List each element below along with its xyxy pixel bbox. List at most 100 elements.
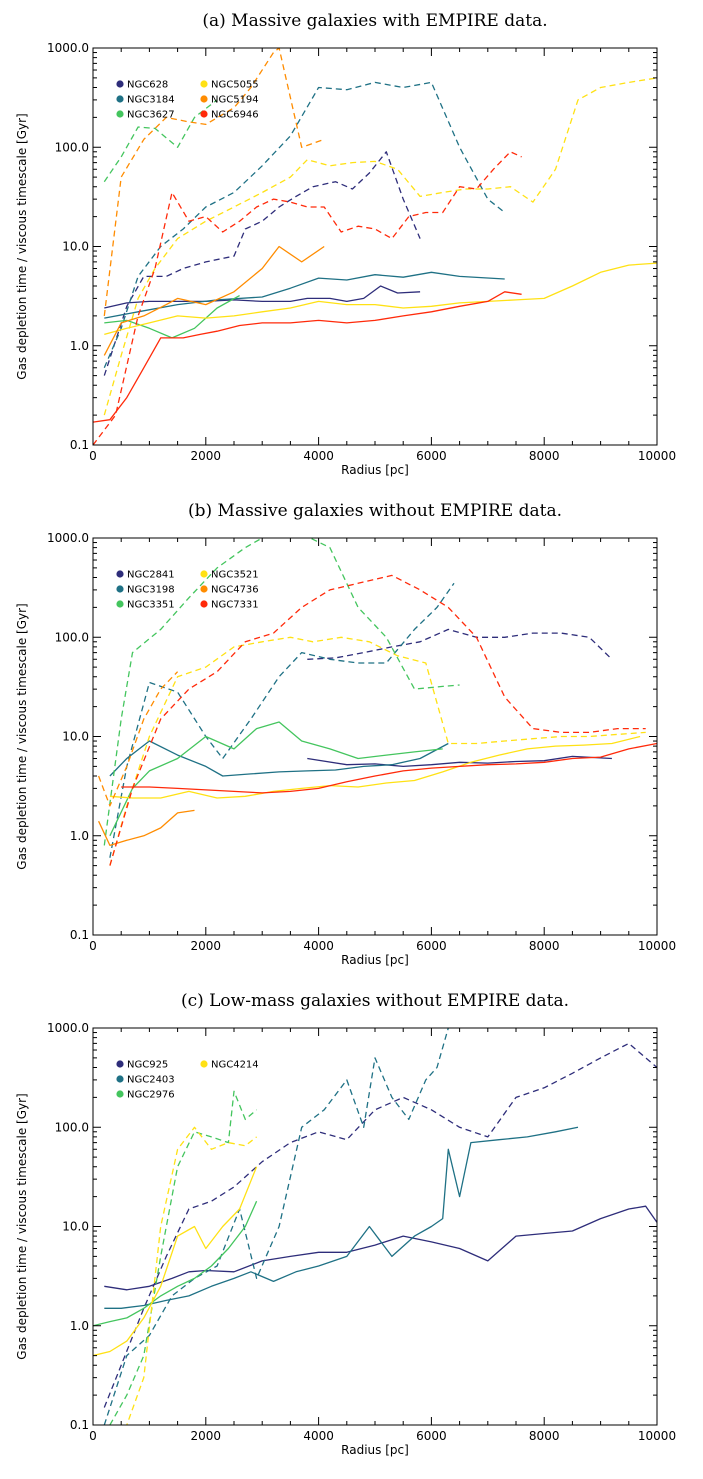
legend-entry: NGC2841 [127, 570, 175, 581]
legend-marker [116, 95, 124, 103]
y-tick-label: 0.1 [70, 1418, 89, 1432]
series-line-NGC925-dashed [103, 1042, 657, 1408]
panel-1: (b) Massive galaxies without EMPIRE data… [15, 501, 676, 967]
legend-marker [200, 110, 208, 118]
plot-frame [92, 1027, 658, 1426]
series-line-NGC4736-solid [98, 809, 195, 847]
series-line-NGC5194-dashed [103, 48, 325, 316]
x-tick-label: 6000 [416, 1429, 447, 1443]
legend-entry: NGC6946 [211, 110, 259, 121]
series-line-NGC5194-solid [103, 245, 325, 356]
x-tick-label: 10000 [638, 1429, 676, 1443]
x-tick-label: 6000 [416, 449, 447, 463]
series-line-NGC3198-solid [109, 740, 449, 777]
legend-marker [200, 570, 208, 578]
y-tick-label: 10.0 [62, 240, 89, 254]
series-line-NGC3184-solid [104, 271, 505, 319]
series-line-NGC2403-dashed [103, 1028, 451, 1425]
y-axis-label: Gas depletion time / viscous timescale [… [15, 113, 29, 379]
legend-marker [116, 570, 124, 578]
x-tick-label: 4000 [303, 449, 334, 463]
x-tick-label: 2000 [191, 1429, 222, 1443]
series-group [93, 48, 657, 445]
x-tick-label: 8000 [529, 939, 560, 953]
series-line-NGC3184-dashed [103, 81, 506, 369]
panel-caption: (a) Massive galaxies with EMPIRE data. [202, 11, 547, 31]
series-line-NGC2841-solid [307, 755, 612, 768]
panel-0: (a) Massive galaxies with EMPIRE data. 0 2… [15, 11, 676, 477]
series-line-NGC3351-dashed [103, 538, 460, 846]
series-line-NGC2841-dashed [307, 628, 613, 660]
y-tick-label: 1000.0 [47, 1021, 89, 1035]
legend-marker [200, 585, 208, 593]
series-line-NGC925-solid [104, 1205, 657, 1291]
series-line-NGC5055-solid [104, 262, 657, 336]
series-line-NGC5055-dashed [103, 77, 657, 416]
series-line-NGC2976-dashed [109, 1090, 258, 1425]
legend-marker [116, 1060, 124, 1068]
y-axis-label: Gas depletion time / viscous timescale [… [15, 1093, 29, 1359]
legend-marker [200, 95, 208, 103]
x-tick-label: 2000 [191, 449, 222, 463]
series-line-NGC4214-solid [93, 1166, 258, 1357]
x-tick-label: 4000 [303, 1429, 334, 1443]
legend-marker [116, 1090, 124, 1098]
y-axis-label: Gas depletion time / viscous timescale [… [15, 603, 29, 869]
y-tick-label: 1000.0 [47, 41, 89, 55]
legend-entry: NGC628 [127, 80, 168, 91]
legend-entry: NGC4736 [211, 585, 259, 596]
legend-marker [200, 1060, 208, 1068]
x-tick-label: 2000 [191, 939, 222, 953]
series-line-NGC6946-solid [93, 291, 522, 423]
legend-entry: NGC3351 [127, 600, 175, 611]
legend: NGC2841 NGC3198 NGC3351 NGC3521 NGC4736 NGC73… [116, 570, 259, 611]
y-tick-label: 1000.0 [47, 531, 89, 545]
legend-entry: NGC2403 [127, 1075, 175, 1086]
y-tick-label: 10.0 [62, 730, 89, 744]
series-line-NGC2403-solid [104, 1126, 579, 1309]
legend-entry: NGC3198 [127, 585, 175, 596]
legend-entry: NGC3521 [211, 570, 259, 581]
series-line-NGC3627-dashed [103, 99, 218, 183]
y-tick-label: 1.0 [70, 1319, 89, 1333]
x-axis-label: Radius [pc] [341, 1443, 409, 1457]
y-tick-label: 1.0 [70, 339, 89, 353]
series-group [97, 538, 657, 866]
x-axis-label: Radius [pc] [341, 953, 409, 967]
x-tick-label: 10000 [638, 939, 676, 953]
panel-2: (c) Low-mass galaxies without EMPIRE dat… [15, 991, 676, 1457]
x-tick-label: 6000 [416, 939, 447, 953]
series-line-NGC2976-solid [93, 1200, 258, 1327]
legend-entry: NGC5194 [211, 95, 259, 106]
x-tick-label: 10000 [638, 449, 676, 463]
legend-entry: NGC3627 [127, 110, 175, 121]
legend-entry: NGC7331 [211, 600, 259, 611]
series-line-NGC7331-dashed [109, 574, 646, 866]
legend-marker [116, 600, 124, 608]
y-tick-label: 100.0 [55, 140, 89, 154]
legend-marker [200, 600, 208, 608]
legend-marker [200, 80, 208, 88]
legend-entry: NGC4214 [211, 1060, 259, 1071]
legend: NGC628 NGC3184 NGC3627 NGC5055 NGC5194 NGC694… [116, 80, 259, 121]
panel-caption: (b) Massive galaxies without EMPIRE data… [188, 501, 562, 521]
legend-marker [116, 80, 124, 88]
series-line-NGC7331-solid [121, 742, 657, 794]
series-line-NGC3351-solid [109, 721, 443, 837]
plot-frame [92, 47, 658, 446]
y-tick-label: 0.1 [70, 928, 89, 942]
series-line-NGC628-solid [104, 285, 421, 309]
series-group [93, 1028, 657, 1425]
y-tick-label: 100.0 [55, 1120, 89, 1134]
x-tick-label: 0 [89, 1429, 97, 1443]
legend: NGC925 NGC2403 NGC2976 NGC4214 [116, 1060, 259, 1101]
series-line-NGC4214-dashed [126, 1126, 258, 1425]
legend-entry: NGC3184 [127, 95, 175, 106]
panel-caption: (c) Low-mass galaxies without EMPIRE dat… [181, 991, 569, 1011]
y-tick-label: 0.1 [70, 438, 89, 452]
series-line-NGC3198-dashed [109, 582, 455, 858]
legend-marker [116, 585, 124, 593]
legend-entry: NGC925 [127, 1060, 168, 1071]
series-line-NGC3521-solid [109, 735, 641, 799]
